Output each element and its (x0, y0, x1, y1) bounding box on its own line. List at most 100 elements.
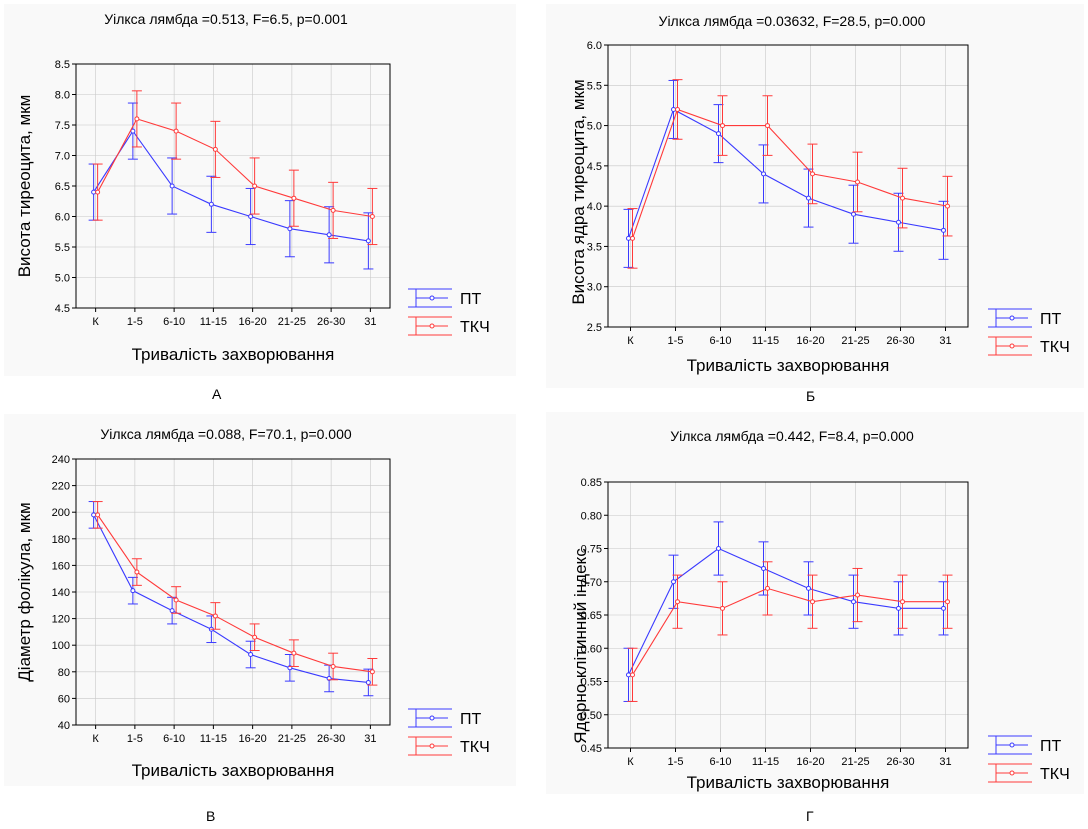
y-tick-label: 0.65 (581, 610, 602, 622)
series-line-1 (93, 514, 369, 683)
x-tick-label: 1-5 (127, 316, 143, 328)
data-point (761, 565, 766, 571)
x-tick-label: 21-25 (278, 733, 306, 745)
data-point (130, 588, 136, 594)
data-point (900, 195, 905, 201)
data-point (810, 171, 815, 177)
legend-b: ПТ ТКЧ (988, 308, 1070, 356)
y-tick-label: 4.5 (587, 161, 602, 173)
x-tick-label: 6-10 (163, 316, 185, 328)
series-line-1 (627, 108, 944, 239)
chart-panel-b: 2.5 3.0 3.5 4.0 4.5 5.0 5.5 6.0 К 1-5 6-10 11-15 16-… (546, 4, 1084, 388)
data-point (806, 585, 811, 591)
data-point (900, 599, 905, 605)
x-tick-label: 1-5 (668, 335, 684, 347)
legend-c: ПТ ТКЧ (408, 708, 490, 756)
chart-panel-a: 4.5 5.0 5.5 6.0 6.5 7.0 7.5 8.0 8.5 К 1-5 6-10 11-15… (4, 4, 516, 376)
x-tick-label: 26-30 (317, 316, 345, 328)
data-point (855, 592, 860, 598)
x-tick-label: 6-10 (163, 733, 185, 745)
chart-title-a: Уілкса лямбда =0.513, F=6.5, p=0.001 (104, 11, 348, 27)
legend-label: ПТ (460, 291, 482, 308)
legend-label: ТКЧ (1040, 766, 1070, 783)
data-point (330, 663, 336, 669)
x-tick-label: 16-20 (239, 316, 267, 328)
x-tick-label: 21-25 (841, 335, 869, 347)
data-point (945, 599, 950, 605)
data-point (134, 116, 140, 122)
data-point (630, 235, 635, 241)
chart-svg-b: 2.5 3.0 3.5 4.0 4.5 5.0 5.5 6.0 К 1-5 6-10 11-15 16-… (569, 13, 1070, 375)
data-point (95, 189, 101, 195)
grid-a (76, 63, 390, 309)
y-tick-label: 0.75 (581, 544, 602, 556)
series-line-1 (628, 547, 944, 676)
legend-swatch-marker (1009, 315, 1015, 321)
data-point (720, 605, 725, 611)
data-point (765, 123, 770, 129)
chart-title-d: Уілкса лямбда =0.442, F=8.4, p=0.000 (670, 428, 914, 444)
data-point (169, 183, 175, 189)
y-tick-label: 160 (52, 560, 70, 572)
x-tick-label: 31 (939, 756, 951, 768)
data-point (671, 106, 676, 112)
data-point (212, 146, 218, 152)
data-point (169, 608, 175, 614)
legend-label: ТКЧ (460, 319, 490, 336)
data-point (173, 128, 179, 134)
data-point (941, 605, 946, 611)
y-tick-label: 0.85 (581, 477, 602, 489)
x-tick-label: 26-30 (317, 733, 345, 745)
y-axis-label-d: Ядерно-клітинний індекс (571, 548, 590, 744)
legend-d: ПТ ТКЧ (988, 735, 1070, 783)
chart-title-c: Уілкса лямбда =0.088, F=70.1, p=0.000 (100, 426, 352, 442)
legend-swatch-marker (1009, 742, 1015, 748)
grid-d (608, 481, 968, 749)
legend-label: ПТ (1040, 311, 1062, 328)
data-point (896, 605, 901, 611)
y-tick-label: 2.5 (587, 322, 602, 334)
y-tick-label: 5.0 (587, 121, 602, 133)
caption-d: Г (806, 808, 814, 824)
y-tick-label: 0.80 (581, 510, 602, 522)
data-point (369, 214, 375, 219)
data-point (369, 669, 375, 675)
legend-swatch-marker (1009, 343, 1015, 349)
data-point (896, 219, 901, 225)
data-point (134, 569, 140, 575)
grid-b (608, 44, 968, 328)
data-point (212, 613, 218, 619)
grid-c (76, 458, 390, 726)
legend-a: ПТ ТКЧ (408, 288, 490, 336)
data-point (626, 672, 631, 678)
y-tick-label: 6.0 (587, 40, 602, 52)
data-point (173, 597, 179, 603)
y-tick-label: 4.5 (55, 303, 70, 315)
legend-swatch-marker (429, 715, 435, 721)
y-axis-label-a: Висота тиреоцита, мкм (15, 95, 34, 278)
y-tick-label: 0.55 (581, 677, 602, 689)
y-tick-label: 140 (52, 587, 70, 599)
y-tick-label: 4.0 (587, 201, 602, 213)
y-tick-label: 40 (58, 720, 70, 732)
chart-svg-d: 0.45 0.50 0.55 0.60 0.65 0.70 0.75 0.80 0.85 К 1-5… (571, 428, 1070, 792)
x-tick-label: 16-20 (239, 733, 267, 745)
series-line-2 (631, 108, 948, 239)
data-point (248, 652, 254, 658)
data-point (810, 599, 815, 605)
y-tick-label: 6.0 (55, 212, 70, 224)
data-point (626, 235, 631, 241)
y-tick-label: 0.45 (581, 743, 602, 755)
x-tick-label: 1-5 (668, 756, 684, 768)
chart-panel-d: 0.45 0.50 0.55 0.60 0.65 0.70 0.75 0.80 0.85 К 1-5… (546, 412, 1084, 794)
y-tick-label: 0.60 (581, 643, 602, 655)
data-point (326, 232, 332, 238)
y-tick-label: 3.0 (587, 282, 602, 294)
y-axis-label-b: Висота ядра тиреоцита, мкм (569, 79, 588, 304)
x-axis-label-c: Тривалість захворювання (132, 761, 335, 780)
y-tick-label: 8.5 (55, 59, 70, 71)
x-tick-label: К (627, 756, 634, 768)
legend-swatch-marker (429, 743, 435, 749)
legend-label: ПТ (1040, 738, 1062, 755)
data-point (675, 106, 680, 112)
